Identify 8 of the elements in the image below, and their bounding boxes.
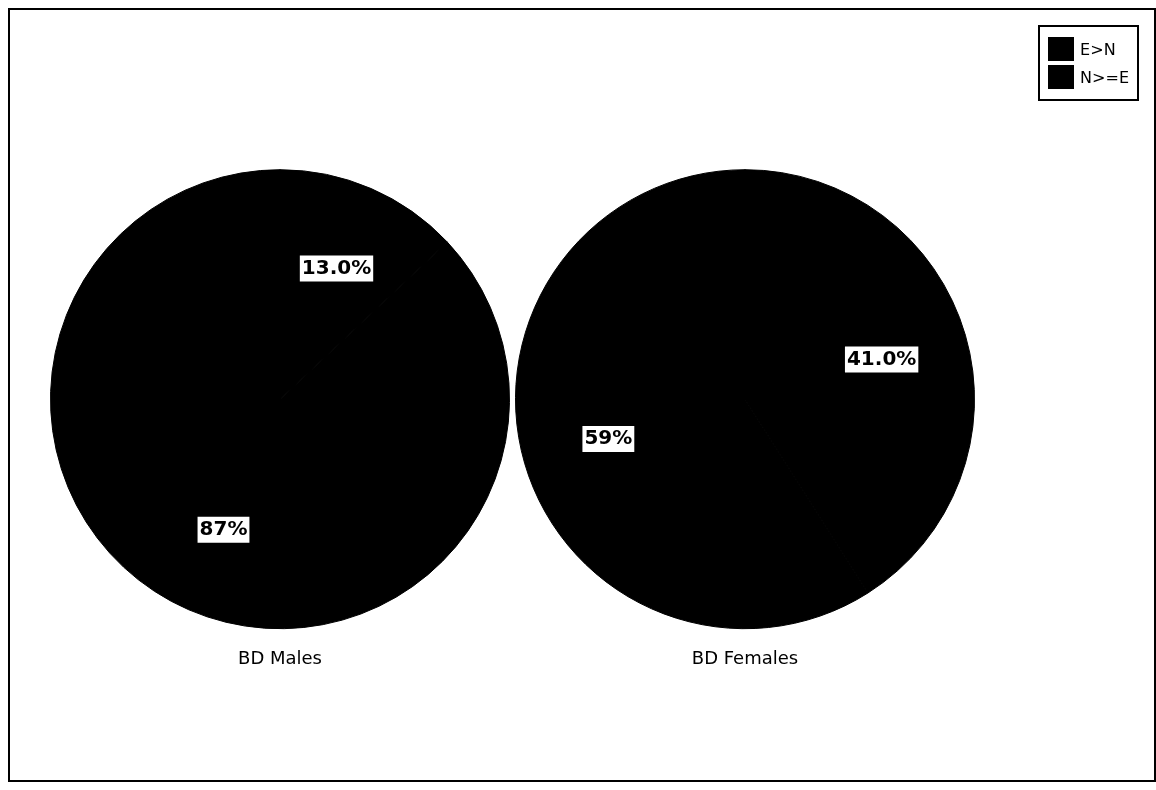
legend-label: N>=E xyxy=(1080,67,1129,87)
text: BD Females xyxy=(691,646,799,668)
text: BD Males xyxy=(238,646,322,668)
data-label: 59% xyxy=(584,425,633,450)
data-label: 87% xyxy=(199,515,248,540)
legend-label: E>N xyxy=(1080,39,1116,59)
data-label: 13.0% xyxy=(301,254,372,279)
data-label: 41.0% xyxy=(846,345,917,370)
